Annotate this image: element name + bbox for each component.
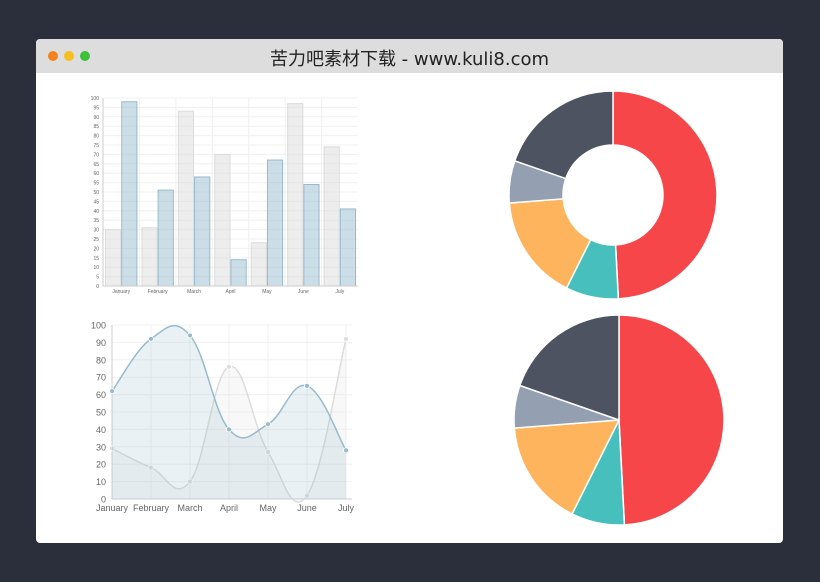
y-tick-label: 20: [93, 246, 99, 252]
y-tick-label: 80: [96, 355, 106, 365]
bar: [177, 110, 195, 287]
pie-slice: [518, 314, 620, 422]
y-tick-label: 80: [93, 134, 99, 140]
bar: [230, 259, 247, 287]
data-point: [265, 449, 271, 455]
bar: [250, 242, 267, 287]
y-tick-label: 0: [101, 495, 106, 505]
series-area: [112, 338, 346, 503]
data-point: [109, 388, 115, 395]
x-tick-label: March: [187, 289, 201, 295]
title-bar: 苦力吧素材下载 - www.kuli8.com: [36, 39, 783, 73]
x-tick-label: March: [177, 503, 202, 513]
data-point: [187, 332, 193, 339]
data-point: [148, 464, 154, 471]
x-tick-label: June: [298, 289, 309, 295]
data-point: [304, 492, 310, 499]
y-tick-label: 75: [93, 143, 99, 149]
bar: [214, 153, 231, 287]
minimize-button[interactable]: [64, 51, 74, 61]
y-tick-label: 10: [96, 477, 106, 487]
y-tick-label: 40: [93, 209, 99, 215]
x-tick-label: January: [96, 503, 129, 513]
bar: [266, 159, 284, 287]
data-point: [187, 478, 193, 485]
y-tick-label: 30: [96, 442, 106, 452]
data-point: [343, 447, 349, 454]
pie-slice: [618, 314, 725, 526]
bar: [303, 183, 320, 287]
y-tick-label: 70: [93, 152, 99, 158]
y-tick-label: 15: [93, 256, 99, 262]
y-tick-label: 35: [93, 218, 99, 224]
bar: [141, 227, 158, 287]
y-tick-label: 20: [96, 460, 106, 470]
y-tick-label: 25: [93, 237, 99, 243]
bar: [287, 103, 304, 287]
bar: [339, 208, 356, 287]
x-tick-label: January: [112, 289, 130, 295]
x-tick-label: February: [133, 503, 170, 513]
x-tick-label: February: [148, 289, 169, 295]
series-line: [111, 338, 347, 503]
x-tick-label: May: [262, 289, 272, 295]
bar: [157, 189, 174, 287]
doughnut-slice: [612, 90, 718, 300]
y-tick-label: 50: [93, 190, 99, 196]
y-tick-label: 100: [91, 96, 100, 102]
y-tick-label: 45: [93, 199, 99, 205]
data-point: [265, 421, 271, 428]
data-point: [109, 445, 115, 452]
x-tick-label: May: [259, 503, 277, 513]
bar: [105, 229, 122, 287]
y-tick-label: 50: [96, 408, 106, 418]
y-tick-label: 100: [91, 321, 106, 331]
y-tick-label: 0: [96, 284, 99, 290]
y-tick-label: 90: [93, 115, 99, 121]
close-button[interactable]: [48, 51, 58, 61]
y-tick-label: 30: [93, 228, 99, 234]
doughnut-slice: [513, 90, 614, 180]
y-tick-label: 60: [93, 171, 99, 177]
y-tick-label: 40: [96, 425, 106, 435]
data-point: [304, 382, 310, 389]
x-tick-label: July: [338, 503, 355, 513]
x-tick-label: June: [297, 503, 317, 513]
bar: [121, 101, 138, 287]
y-tick-label: 90: [96, 338, 106, 348]
data-point: [148, 336, 154, 342]
series-area: [112, 325, 346, 499]
data-point: [226, 426, 232, 433]
y-tick-label: 70: [96, 373, 106, 383]
y-tick-label: 5: [96, 275, 99, 281]
y-tick-label: 65: [93, 162, 99, 168]
bar: [323, 146, 340, 287]
maximize-button[interactable]: [80, 51, 90, 61]
window-title: 苦力吧素材下载 - www.kuli8.com: [269, 49, 550, 70]
x-tick-label: April: [220, 503, 238, 513]
data-point: [226, 363, 232, 370]
bar: [194, 176, 211, 287]
x-tick-label: July: [335, 289, 344, 295]
y-tick-label: 55: [93, 181, 99, 187]
y-tick-label: 85: [93, 124, 99, 130]
y-tick-label: 95: [93, 105, 99, 111]
y-tick-label: 10: [93, 265, 99, 271]
data-point: [343, 336, 349, 342]
x-tick-label: April: [225, 289, 235, 295]
y-tick-label: 60: [96, 390, 106, 400]
